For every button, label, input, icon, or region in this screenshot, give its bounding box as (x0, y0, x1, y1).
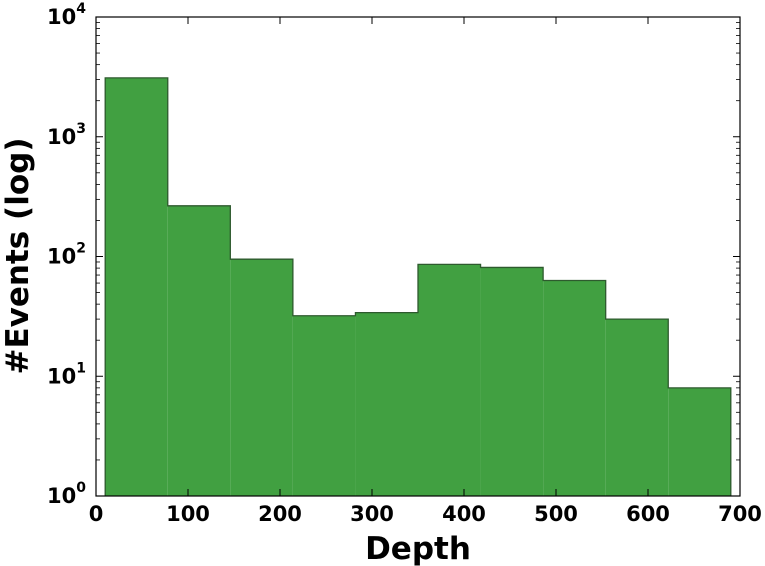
histogram-outline (104, 77, 732, 496)
y-tick-label-1: 101 (47, 360, 86, 388)
bars-group (104, 77, 732, 497)
x-axis-title: Depth (365, 531, 471, 566)
y-axis-title: #Events (log) (0, 138, 36, 375)
histogram-bar-10 (668, 387, 731, 496)
plot-frame (95, 16, 741, 497)
x-tick-label-500: 500 (534, 502, 578, 526)
histogram-bar-9 (605, 319, 669, 496)
y-tick-label-2: 102 (47, 241, 86, 269)
histogram-bar-3 (230, 259, 293, 496)
x-tick-label-100: 100 (166, 502, 210, 526)
x-tick-label-700: 700 (718, 502, 762, 526)
x-tick-label-400: 400 (442, 502, 486, 526)
ticks-group (95, 16, 741, 497)
histogram-bar-1 (105, 77, 168, 497)
x-tick-label-600: 600 (626, 502, 670, 526)
y-tick-label-4: 104 (47, 1, 86, 29)
y-tick-label-3: 103 (47, 121, 86, 149)
histogram-bar-2 (167, 205, 231, 497)
x-tick-label-200: 200 (258, 502, 302, 526)
x-tick-label-300: 300 (350, 502, 394, 526)
histogram-bar-8 (543, 280, 606, 496)
histogram-bar-7 (480, 267, 544, 496)
y-tick-label-0: 100 (47, 480, 86, 508)
histogram-bar-6 (418, 264, 481, 496)
histogram-bar-5 (355, 312, 418, 496)
x-tick-label-0: 0 (89, 502, 104, 526)
histogram-bar-4 (292, 315, 356, 496)
